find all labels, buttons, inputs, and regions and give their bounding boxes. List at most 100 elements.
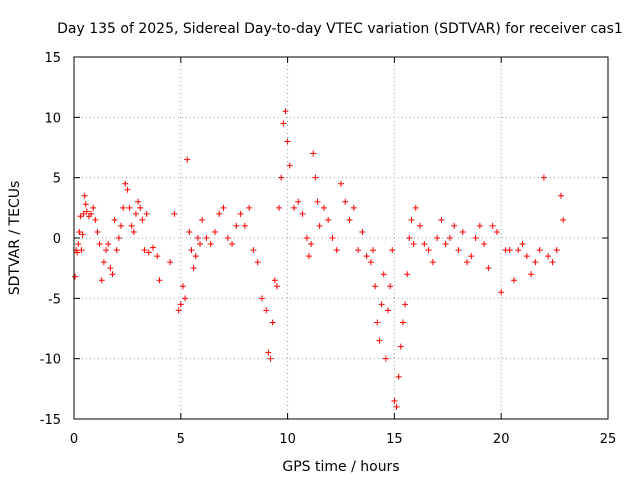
x-tick-label: 25 (600, 432, 617, 447)
data-point (109, 271, 116, 278)
grid (74, 57, 608, 419)
data-point (468, 253, 475, 260)
data-point (197, 241, 204, 248)
data-point (506, 247, 513, 254)
data-point (122, 180, 129, 187)
data-point (472, 235, 479, 241)
data-point (276, 204, 283, 211)
data-point (105, 241, 112, 248)
data-point (540, 174, 547, 181)
data-point (455, 247, 462, 254)
data-marks (72, 108, 567, 410)
data-point (391, 397, 398, 404)
data-point (329, 235, 336, 241)
data-point (150, 244, 157, 251)
data-point (481, 241, 488, 248)
chart-title: Day 135 of 2025, Sidereal Day-to-day VTE… (57, 21, 623, 37)
data-point (233, 222, 240, 229)
data-point (143, 210, 150, 217)
data-point (220, 204, 227, 211)
data-point (380, 271, 387, 278)
data-point (446, 235, 453, 241)
data-point (295, 198, 302, 205)
data-point (498, 289, 505, 296)
data-point (241, 222, 248, 229)
data-point (246, 204, 253, 211)
data-point (167, 259, 174, 266)
data-point (211, 228, 218, 235)
data-point (111, 216, 118, 223)
data-point (558, 192, 565, 199)
data-point (536, 247, 543, 254)
data-point (523, 253, 530, 260)
data-point (519, 241, 526, 248)
data-point (489, 222, 496, 229)
data-point (314, 198, 321, 205)
data-point (363, 253, 370, 260)
axis-ticks: 0 5 10 15 20 25 -15 -10 -5 0 5 10 15 (40, 51, 617, 447)
data-point (154, 253, 161, 260)
data-point (194, 235, 201, 241)
data-point (476, 222, 483, 229)
data-point (137, 204, 144, 211)
data-point (107, 265, 114, 272)
data-point (434, 235, 441, 241)
data-point (254, 259, 261, 266)
data-point (96, 241, 103, 248)
data-point (72, 273, 79, 280)
data-point (81, 192, 88, 199)
data-point (404, 271, 411, 278)
data-point (389, 247, 396, 254)
data-point (374, 319, 381, 326)
data-point (532, 259, 539, 266)
data-point (545, 253, 552, 260)
data-point (75, 241, 82, 248)
data-point (408, 216, 415, 223)
data-point (103, 247, 110, 254)
data-point (88, 210, 95, 217)
data-point (451, 222, 458, 229)
data-point (429, 259, 436, 266)
x-tick-label: 20 (493, 432, 510, 447)
data-point (370, 247, 377, 254)
data-point (485, 265, 492, 272)
data-point (402, 301, 409, 308)
data-point (280, 120, 287, 127)
data-point (132, 210, 139, 217)
data-point (186, 228, 193, 235)
data-point (459, 228, 466, 235)
data-point (310, 150, 317, 157)
x-axis-label: GPS time / hours (282, 459, 399, 475)
data-point (393, 403, 400, 410)
data-point (224, 235, 231, 241)
data-point (528, 271, 535, 278)
data-point (117, 222, 124, 229)
data-point (378, 301, 385, 308)
data-point (308, 241, 315, 248)
x-tick-label: 0 (70, 432, 78, 447)
data-point (384, 307, 391, 314)
data-point (305, 253, 312, 260)
data-point (177, 301, 184, 308)
data-point (549, 259, 556, 266)
y-tick-label: 15 (44, 51, 61, 66)
data-point (135, 198, 142, 205)
data-point (271, 277, 278, 284)
data-point (98, 277, 105, 284)
data-point (267, 355, 274, 362)
data-point (464, 259, 471, 266)
data-point (141, 247, 148, 254)
y-tick-label: 5 (53, 172, 61, 187)
data-point (263, 307, 270, 314)
data-point (560, 216, 567, 223)
y-tick-label: 10 (44, 111, 61, 126)
data-point (92, 216, 99, 223)
data-point (77, 213, 84, 220)
data-point (406, 235, 413, 241)
data-point (303, 235, 310, 241)
data-point (376, 337, 383, 344)
data-point (80, 210, 87, 217)
data-point (312, 174, 319, 181)
data-point (203, 235, 210, 241)
data-point (350, 204, 357, 211)
